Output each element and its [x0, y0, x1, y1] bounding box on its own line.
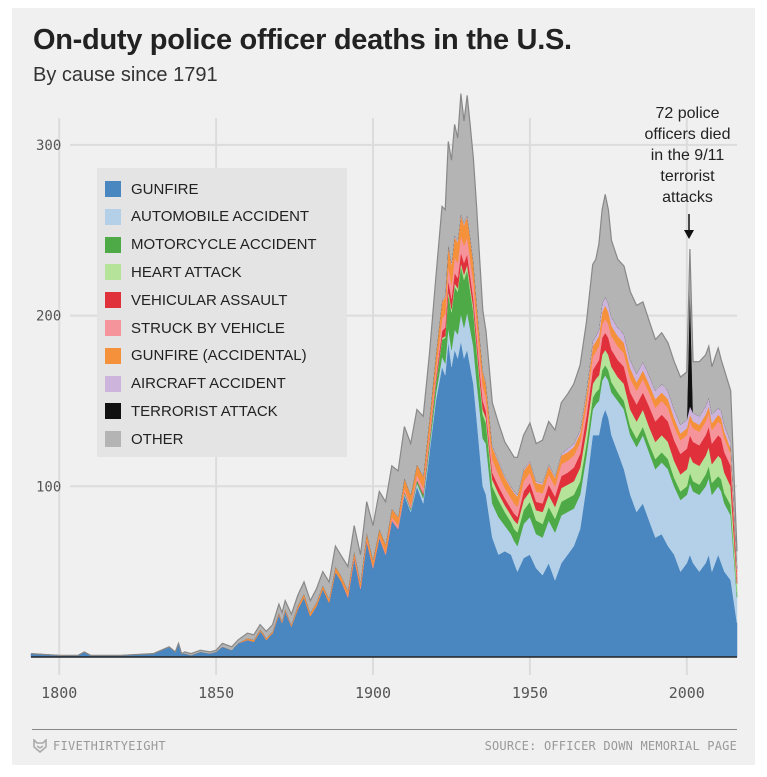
- legend-item: VEHICULAR ASSAULT: [105, 290, 287, 310]
- annotation-line: officers died: [644, 126, 731, 143]
- annotation-line: 72 police: [655, 105, 720, 122]
- x-tick-label: 1900: [355, 684, 391, 702]
- y-tick-label: 200: [36, 309, 61, 325]
- fox-logo-icon: [33, 739, 47, 753]
- legend-swatch: [105, 208, 121, 225]
- legend-label: OTHER: [131, 430, 184, 448]
- legend-swatch: [105, 403, 121, 420]
- legend-label: HEART ATTACK: [131, 263, 242, 281]
- legend-item: GUNFIRE: [105, 179, 199, 199]
- legend-label: STRUCK BY VEHICLE: [131, 319, 285, 337]
- legend-item: GUNFIRE (ACCIDENTAL): [105, 346, 307, 366]
- legend-swatch: [105, 431, 121, 448]
- legend-label: AIRCRAFT ACCIDENT: [131, 375, 286, 393]
- legend-label: GUNFIRE: [131, 180, 199, 198]
- brand-logo: FIVETHIRTYEIGHT: [33, 739, 166, 753]
- legend-swatch: [105, 347, 121, 364]
- legend-swatch: [105, 264, 121, 281]
- legend-item: AUTOMOBILE ACCIDENT: [105, 207, 309, 227]
- legend-swatch: [105, 181, 121, 197]
- annotation-line: attacks: [662, 189, 713, 206]
- y-tick-label: 300: [36, 138, 61, 154]
- legend-item: AIRCRAFT ACCIDENT: [105, 374, 286, 394]
- legend-label: MOTORCYCLE ACCIDENT: [131, 236, 317, 254]
- legend-item: HEART ATTACK: [105, 262, 242, 282]
- chart-subtitle: By cause since 1791: [33, 64, 218, 86]
- y-axis-ticks: 100 200 300: [36, 138, 61, 495]
- x-tick-label: 1800: [41, 684, 77, 702]
- legend-label: AUTOMOBILE ACCIDENT: [131, 208, 310, 226]
- x-tick-label: 2000: [669, 684, 705, 702]
- annotation-arrow: [684, 214, 694, 239]
- legend-swatch: [105, 292, 121, 309]
- arrow-head-icon: [684, 230, 694, 239]
- legend-item: TERRORIST ATTACK: [105, 401, 278, 421]
- x-tick-label: 1950: [512, 684, 548, 702]
- legend: GUNFIRE AUTOMOBILE ACCIDENT MOTORCYCLE ACC…: [97, 168, 347, 457]
- brand-name: FIVETHIRTYEIGHT: [53, 739, 166, 753]
- x-axis-ticks: 1800 1850 1900 1950 2000: [41, 684, 705, 702]
- legend-swatch: [105, 236, 121, 253]
- legend-label: TERRORIST ATTACK: [131, 402, 278, 420]
- y-tick-label: 100: [36, 479, 61, 495]
- source-credit: SOURCE: OFFICER DOWN MEMORIAL PAGE: [484, 739, 737, 753]
- x-tick-label: 1850: [198, 684, 234, 702]
- legend-item: MOTORCYCLE ACCIDENT: [105, 235, 317, 255]
- legend-item: STRUCK BY VEHICLE: [105, 318, 285, 338]
- chart-title: On-duty police officer deaths in the U.S…: [33, 24, 572, 56]
- annotation-line: in the 9/11: [650, 147, 725, 164]
- legend-label: GUNFIRE (ACCIDENTAL): [131, 347, 307, 365]
- legend-swatch: [105, 375, 121, 392]
- legend-swatch: [105, 320, 121, 336]
- legend-label: VEHICULAR ASSAULT: [131, 291, 288, 309]
- legend-item: OTHER: [105, 429, 184, 449]
- total-outline: [30, 93, 738, 656]
- annotation-911: 72 police officers died in the 9/11 terrori…: [615, 103, 760, 208]
- footer-divider: [32, 729, 737, 730]
- annotation-line: terrorist: [660, 168, 715, 185]
